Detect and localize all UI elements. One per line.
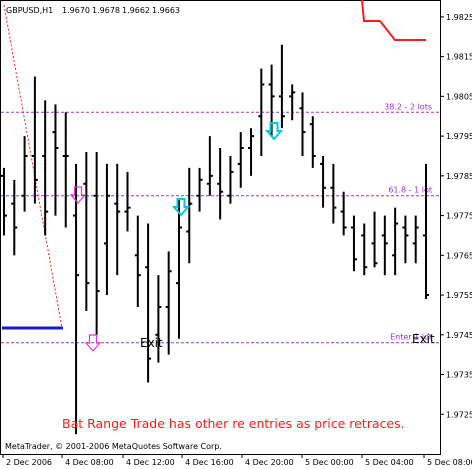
exit-label-right: Exit [412, 332, 435, 346]
y-tick-label: 1.9805 [446, 92, 472, 101]
ohlc-bar [31, 76, 38, 204]
ohlc-bar [186, 167, 193, 264]
ohlc-bar [217, 148, 224, 220]
ohlc-bar [155, 275, 162, 363]
red-solid-line [361, 0, 426, 41]
ohlc-bar [134, 215, 141, 307]
ohlc-bar [423, 163, 429, 300]
ohlc-bar [62, 112, 69, 228]
y-tick-label: 1.9775 [446, 212, 472, 221]
header-high: 1.9678 [92, 6, 120, 15]
level-label: 61.8 - 1 lot [388, 186, 432, 195]
ohlc-bar [21, 136, 28, 212]
x-tick-label: 5 Dec 04:00 [365, 458, 414, 467]
y-tick-label: 1.9765 [446, 251, 472, 260]
ohlc-bar [83, 152, 90, 311]
ohlc-bars [1, 44, 429, 435]
ohlc-bar [320, 155, 327, 208]
ohlc-bar [227, 155, 234, 204]
ohlc-bar [381, 215, 388, 276]
ohlc-bar [175, 199, 182, 339]
ohlc-bar [309, 116, 316, 168]
ohlc-bar [124, 171, 131, 232]
y-tick-label: 1.9795 [446, 132, 472, 141]
x-tick-label: 2 Dec 2006 [6, 458, 52, 467]
red-dotted-line [3, 4, 63, 329]
ohlc-bar [52, 104, 59, 216]
x-tick-label: 5 Dec 00:00 [305, 458, 354, 467]
ohlc-bar [412, 215, 419, 264]
ohlc-bar [93, 152, 100, 335]
ohlc-bar [196, 167, 203, 212]
x-axis: 2 Dec 2006 4 Dec 08:00 4 Dec 12:00 4 Dec 16… [2, 454, 472, 467]
plot-frame [0, 0, 441, 455]
y-tick-label: 1.9725 [446, 410, 472, 419]
y-tick-label: 1.9735 [446, 371, 472, 380]
x-tick-label: 4 Dec 12:00 [126, 458, 175, 467]
bottom-axis-band [0, 455, 472, 469]
ohlc-bar [1, 167, 7, 236]
y-tick-label: 1.9825 [446, 13, 472, 22]
level-lines: 38.2 - 2 lots 61.8 - 1 lot Enter 1 lot [1, 102, 440, 344]
x-tick-label: 4 Dec 16:00 [185, 458, 234, 467]
ohlc-bar [361, 223, 368, 276]
ohlc-bar [392, 207, 399, 276]
ohlc-bar [145, 223, 152, 383]
ohlc-bar [258, 68, 265, 156]
ohlc-bar [289, 84, 296, 121]
ohlc-bar [278, 44, 285, 129]
header-low: 1.9662 [122, 6, 150, 15]
ohlc-bar [206, 136, 213, 196]
copyright: MetaTrader, © 2001-2006 MetaQuotes Softw… [5, 442, 222, 451]
ohlc-bar [237, 132, 244, 188]
header-symbol: GBPUSD,H1 [6, 6, 53, 15]
x-tick-label: 4 Dec 08:00 [65, 458, 114, 467]
y-tick-label: 1.9745 [446, 331, 472, 340]
y-tick-label: 1.9755 [446, 291, 472, 300]
down-arrow-icon-1 [69, 186, 87, 204]
ohlc-bar [340, 191, 347, 236]
ohlc-bar [299, 92, 306, 156]
y-axis: 1.9825 1.9815 1.9805 1.9795 1.9785 1.9775 1.97… [440, 13, 472, 419]
down-arrow-icon-2 [84, 334, 102, 352]
header-close: 1.9663 [152, 6, 180, 15]
ohlc-bar [165, 251, 172, 355]
level-label: Enter 1 lot [390, 333, 432, 342]
ohlc-bar [103, 163, 110, 296]
x-tick-label: 4 Dec 20:00 [245, 458, 294, 467]
y-tick-label: 1.9785 [446, 172, 472, 181]
down-arrow-icon-3 [171, 198, 191, 217]
y-tick-label: 1.9815 [446, 53, 472, 62]
ohlc-bar [330, 163, 337, 224]
ohlc-bar [350, 215, 357, 272]
down-arrow-icon-4 [264, 122, 284, 141]
ohlc-bar [402, 215, 409, 264]
level-label: 38.2 - 2 lots [384, 102, 432, 111]
overlay-lines [2, 0, 426, 330]
caption: Bat Range Trade has other re entries as … [62, 416, 405, 431]
ohlc-bar [268, 64, 275, 137]
ohlc-bar [73, 163, 80, 435]
ohlc-bar [371, 211, 378, 268]
ohlc-bar [114, 163, 121, 276]
ohlc-bar [248, 128, 255, 176]
header-open: 1.9670 [62, 6, 90, 15]
ohlc-bar [42, 100, 49, 236]
x-tick-label: 5 Dec 08:00 [427, 458, 472, 467]
ohlc-bar [11, 179, 18, 256]
exit-label-left: Exit [140, 336, 163, 350]
